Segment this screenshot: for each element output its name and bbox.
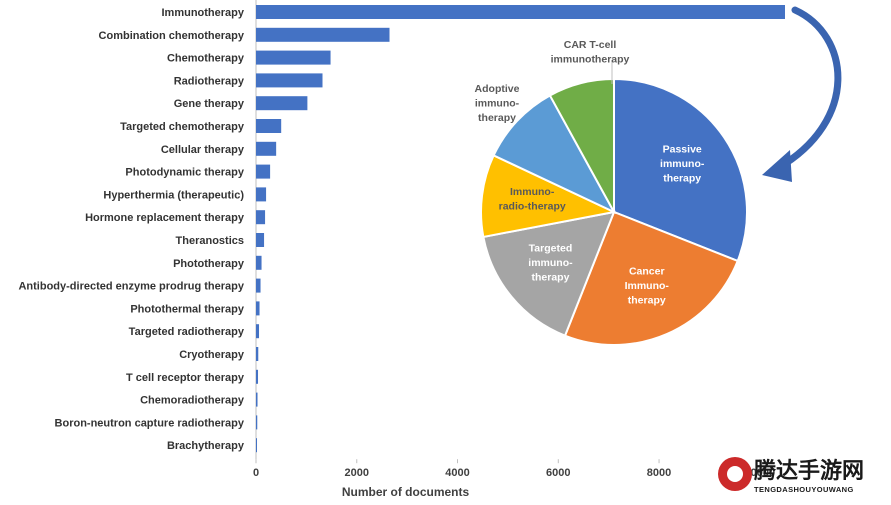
pie-chart: Passive immuno-therapy Cancer Immuno-therap…	[475, 39, 748, 346]
pie-slice	[548, 77, 615, 213]
pie-slice-label: CAR T-cell immunotherapy	[551, 39, 630, 66]
category-label: Photothermal therapy	[130, 303, 245, 315]
pie-slice-label: Adoptive immuno-therapy	[475, 83, 520, 124]
bar	[256, 347, 259, 361]
category-label: Combination chemotherapy	[99, 30, 245, 42]
bar	[256, 187, 267, 202]
pie-slice	[492, 94, 617, 215]
category-label: Chemoradiotherapy	[140, 395, 245, 407]
watermark-site-name: 腾达手游网	[754, 458, 864, 484]
pie-label-line: immuno-	[475, 98, 520, 110]
bar	[256, 119, 282, 133]
category-label: Cellular therapy	[161, 144, 245, 156]
pie-slice	[613, 77, 748, 263]
pie-label-line: Immuno-	[510, 186, 555, 198]
x-tick-label: 4000	[445, 467, 469, 479]
watermark-site-url: TENGDASHOUYOUWANG	[754, 485, 854, 494]
x-tick-label: 6000	[546, 467, 570, 479]
pie-label-line: Cancer	[629, 266, 665, 278]
category-label: Hyperthermia (therapeutic)	[103, 189, 244, 201]
category-label: Antibody-directed enzyme prodrug therapy	[18, 281, 244, 293]
pie-label-line: therapy	[628, 295, 666, 307]
bar	[256, 5, 785, 19]
pie-label-line: therapy	[663, 173, 701, 185]
bar	[256, 278, 261, 293]
pie-label-line: therapy	[531, 272, 569, 284]
bar-chart: Immunotherapy Combination chemotherapy Che…	[18, 0, 785, 499]
pie-slice-label: Passive immuno-therapy	[660, 144, 705, 185]
category-label: Targeted radiotherapy	[129, 326, 245, 338]
pie-label-line: CAR T-cell	[564, 39, 617, 51]
category-label: Hormone replacement therapy	[85, 212, 245, 224]
pie-label-line: radio-therapy	[499, 201, 566, 213]
callout-arrowhead	[762, 150, 792, 182]
category-label: Targeted chemotherapy	[120, 121, 245, 133]
bar	[256, 301, 260, 316]
x-tick-label: 0	[253, 467, 259, 479]
category-label: T cell receptor therapy	[126, 372, 245, 384]
bar	[256, 233, 265, 247]
pie-slice	[563, 210, 739, 346]
bar	[256, 392, 258, 407]
bar	[256, 141, 277, 156]
pie-slice	[482, 210, 616, 337]
category-label: Chemotherapy	[167, 53, 245, 65]
pie-label-line: Immuno-	[625, 280, 670, 292]
category-label: Gene therapy	[174, 98, 245, 110]
category-label: Phototherapy	[173, 258, 245, 270]
pie-slice-label: Targeted immuno-therapy	[528, 243, 573, 284]
bar	[256, 96, 308, 111]
category-label: Immunotherapy	[161, 7, 244, 19]
bar	[256, 415, 258, 430]
category-label: Boron-neutron capture radiotherapy	[55, 417, 245, 429]
watermark-badge-inner	[727, 466, 743, 482]
x-tick-label: 2000	[345, 467, 369, 479]
bar	[256, 438, 258, 453]
category-label: Theranostics	[176, 235, 244, 247]
category-label: Cryotherapy	[179, 349, 245, 361]
pie-slice-label: Cancer Immuno-therapy	[625, 266, 670, 307]
bar	[256, 164, 271, 179]
pie-label-line: Passive	[663, 144, 702, 156]
x-tick-label: 10000	[745, 467, 776, 479]
bar	[256, 255, 262, 270]
category-label: Radiotherapy	[174, 75, 245, 87]
pie-slice-label: Immuno-radio-therapy	[499, 186, 566, 213]
bar	[256, 50, 331, 65]
pie-label-line: immuno-	[528, 257, 573, 269]
pie-slice	[480, 154, 618, 239]
pie-label-line: immuno-	[660, 158, 705, 170]
pie-label-line: Targeted	[529, 243, 573, 255]
x-axis-title: Number of documents	[342, 485, 470, 499]
watermark-logo: 腾达手游网 TENGDASHOUYOUWANG	[718, 457, 864, 494]
pie-label-line: therapy	[478, 112, 516, 124]
callout-arrow	[774, 6, 842, 172]
category-label: Photodynamic therapy	[125, 167, 244, 179]
bar	[256, 210, 266, 225]
pie-label-line: Adoptive	[475, 83, 520, 95]
bar	[256, 27, 390, 42]
x-tick-label: 8000	[647, 467, 671, 479]
bar	[256, 73, 323, 88]
bar	[256, 369, 259, 384]
category-label: Brachytherapy	[167, 440, 245, 452]
bar	[256, 324, 260, 339]
pie-label-line: immunotherapy	[551, 54, 630, 66]
